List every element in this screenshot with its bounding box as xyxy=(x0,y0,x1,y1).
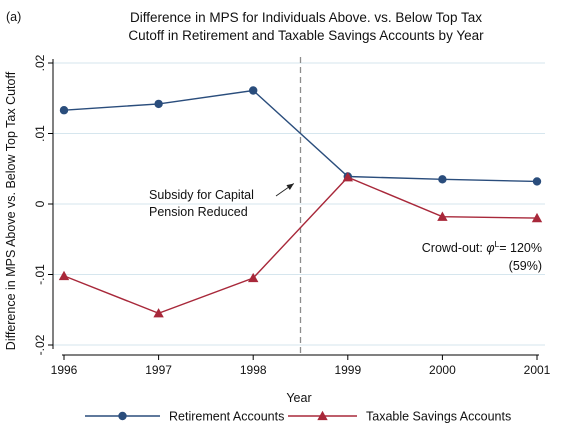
legend-label-retirement: Retirement Accounts xyxy=(169,410,284,424)
subsidy-annotation-line-1: Subsidy for Capital xyxy=(149,188,254,202)
legend-label-taxable: Taxable Savings Accounts xyxy=(366,410,511,424)
y-gridlines xyxy=(53,62,545,346)
series-line-taxable xyxy=(63,176,538,315)
y-tick-label: 0 xyxy=(33,200,47,207)
data-point-taxable xyxy=(531,212,543,223)
legend-marker-retirement xyxy=(118,411,127,421)
data-point-retirement xyxy=(249,86,258,95)
data-point-retirement xyxy=(532,177,542,186)
crowdout-subvalue: (59%) xyxy=(509,259,542,273)
crowdout-annotation: Crowd-out: φL= 120% (59%) xyxy=(422,239,542,273)
x-tick-label: 1998 xyxy=(240,363,267,377)
data-point-taxable xyxy=(342,172,353,182)
y-tick-label: .01 xyxy=(33,125,47,142)
y-tick-label: -.01 xyxy=(33,264,47,285)
panel-label: (a) xyxy=(6,10,21,24)
crowdout-phi: φ xyxy=(486,241,494,255)
data-point-retirement xyxy=(154,99,163,109)
subsidy-annotation: Subsidy for Capital Pension Reduced xyxy=(149,183,295,219)
y-tick-label: -.02 xyxy=(33,334,47,355)
data-point-taxable xyxy=(437,211,448,221)
x-tick-label: 2000 xyxy=(429,363,456,377)
data-point-taxable xyxy=(153,308,164,318)
subsidy-arrowhead xyxy=(286,183,294,191)
data-point-taxable xyxy=(248,272,259,283)
data-point-taxable xyxy=(58,270,70,281)
y-axis: -.02 -.01 0 .01 .02 xyxy=(33,54,54,355)
x-tick-label: 1999 xyxy=(334,363,361,377)
legend: Retirement Accounts Taxable Savings Accou… xyxy=(85,410,511,424)
data-point-retirement xyxy=(438,175,447,184)
y-axis-title: Difference in MPS Above vs. Below Top Ta… xyxy=(4,71,18,350)
crowdout-prefix: Crowd-out: xyxy=(422,241,487,255)
crowdout-sup: L xyxy=(495,239,500,249)
x-tick-label: 2001 xyxy=(524,363,551,377)
x-axis: 1996 1997 1998 1999 2000 2001 xyxy=(51,354,551,377)
crowdout-value: = 120% xyxy=(499,241,542,255)
chart-title-line-1: Difference in MPS for Individuals Above.… xyxy=(130,10,482,25)
x-tick-label: 1996 xyxy=(51,363,78,377)
series-line-retirement xyxy=(63,89,538,183)
legend-marker-taxable xyxy=(317,410,328,421)
crowdout-text: Crowd-out: φL= 120% xyxy=(422,239,542,255)
data-point-retirement xyxy=(59,106,69,115)
y-tick-label: .02 xyxy=(33,54,47,71)
x-tick-label: 1997 xyxy=(145,363,172,377)
series-lines xyxy=(58,86,543,318)
subsidy-annotation-line-2: Pension Reduced xyxy=(149,205,248,219)
x-axis-title: Year xyxy=(286,391,311,405)
chart-title-line-2: Cutoff in Retirement and Taxable Savings… xyxy=(128,28,484,43)
